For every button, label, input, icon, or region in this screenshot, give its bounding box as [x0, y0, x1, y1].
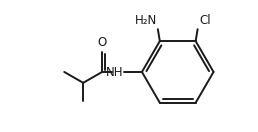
Text: O: O: [98, 36, 107, 49]
Text: NH: NH: [106, 66, 123, 79]
Text: H₂N: H₂N: [135, 14, 157, 27]
Text: Cl: Cl: [200, 14, 211, 27]
